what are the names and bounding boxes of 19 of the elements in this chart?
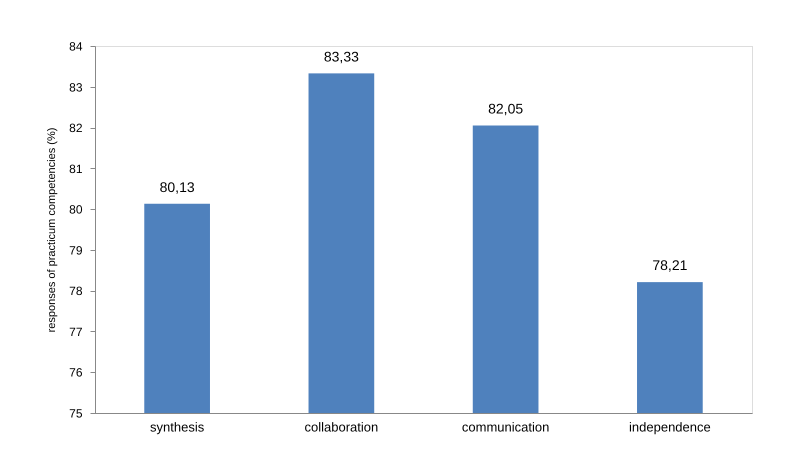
data-label: 83,33 — [324, 48, 360, 64]
x-tick-label: communication — [462, 420, 550, 434]
y-tick-label: 78 — [69, 284, 83, 298]
x-tick-label: independence — [629, 420, 711, 434]
x-tick-label: synthesis — [150, 420, 205, 434]
data-label: 80,13 — [160, 178, 195, 195]
y-tick-label: 77 — [69, 324, 83, 339]
y-tick-label: 83 — [69, 80, 83, 94]
y-tick-label: 84 — [69, 40, 83, 54]
y-tick-label: 82 — [69, 121, 83, 136]
y-tick-label: 76 — [69, 366, 83, 380]
y-axis-title: responses of practicum competencies (%) — [46, 128, 58, 332]
data-label: 82,05 — [488, 100, 524, 117]
y-tick-label: 81 — [69, 162, 83, 176]
data-label: 78,21 — [652, 257, 688, 274]
x-tick-label: collaboration — [304, 420, 378, 434]
y-tick-label: 75 — [69, 406, 83, 420]
y-tick-label: 79 — [69, 243, 83, 258]
y-tick-label: 80 — [69, 202, 83, 217]
